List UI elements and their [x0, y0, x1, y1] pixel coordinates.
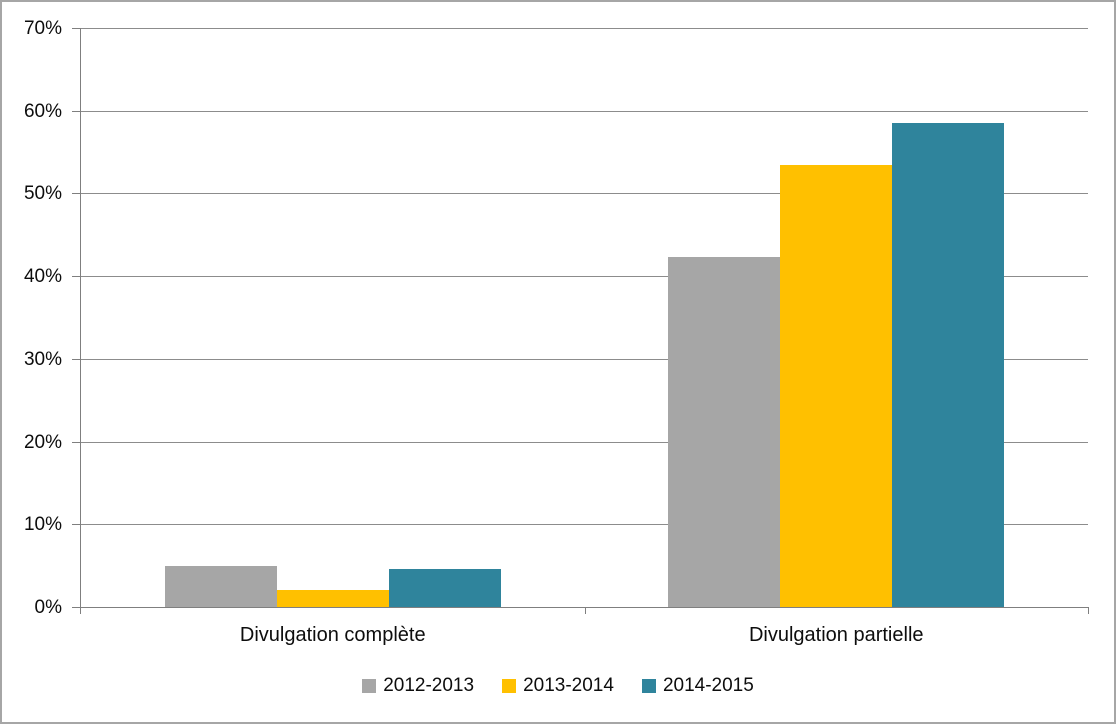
y-axis-tick: [72, 276, 81, 278]
y-axis-tick: [72, 193, 81, 195]
category-label: Divulgation partielle: [748, 624, 924, 646]
y-axis-tick-label: 70%: [23, 18, 62, 39]
y-axis-tick-label: 30%: [23, 348, 62, 370]
legend-label: 2012-2013: [383, 675, 475, 696]
legend-item-2014-2015: 2014-2015: [641, 675, 754, 697]
legend-swatch-icon: [362, 679, 377, 693]
gridline: [81, 276, 1088, 278]
y-axis-tick-label: 60%: [23, 100, 62, 122]
bar-2012-2013-complete: [164, 566, 277, 607]
plot-area: [81, 28, 1088, 607]
y-axis-tick: [72, 524, 81, 526]
bar-2014-2015-partielle: [892, 123, 1005, 607]
y-axis-tick-label: 20%: [23, 431, 62, 453]
x-axis-tick: [584, 607, 586, 614]
legend-item-2013-2014: 2013-2014: [502, 675, 614, 697]
legend-label: 2013-2014: [523, 675, 614, 696]
y-axis-tick-label: 40%: [23, 266, 62, 288]
bar-2013-2014-complete: [276, 589, 389, 607]
gridline: [81, 524, 1088, 526]
y-axis-tick: [72, 110, 81, 112]
gridline: [81, 358, 1088, 360]
y-axis-line: [80, 28, 81, 614]
legend-label: 2014-2015: [662, 675, 754, 696]
gridline: [81, 193, 1088, 195]
y-axis-tick-label: 0%: [34, 597, 62, 618]
legend-swatch-icon: [641, 679, 656, 693]
y-axis-tick: [72, 441, 81, 443]
y-axis-tick-label: 50%: [23, 183, 62, 205]
y-axis-tick-label: 10%: [23, 514, 62, 536]
x-axis-tick: [1088, 607, 1089, 614]
bar-2013-2014-partielle: [780, 165, 893, 607]
chart-legend: 2012-2013 2013-2014 2014-2015: [2, 675, 1114, 697]
y-axis-tick: [72, 28, 81, 29]
category-label: Divulgation complète: [239, 624, 426, 646]
bar-2012-2013-partielle: [668, 257, 781, 607]
gridline: [81, 441, 1088, 443]
y-axis-tick: [72, 607, 81, 608]
legend-item-2012-2013: 2012-2013: [362, 675, 474, 697]
gridline: [81, 110, 1088, 112]
y-axis-tick: [72, 358, 81, 360]
bar-2014-2015-complete: [388, 568, 501, 607]
gridline: [81, 28, 1088, 29]
legend-swatch-icon: [502, 679, 517, 693]
